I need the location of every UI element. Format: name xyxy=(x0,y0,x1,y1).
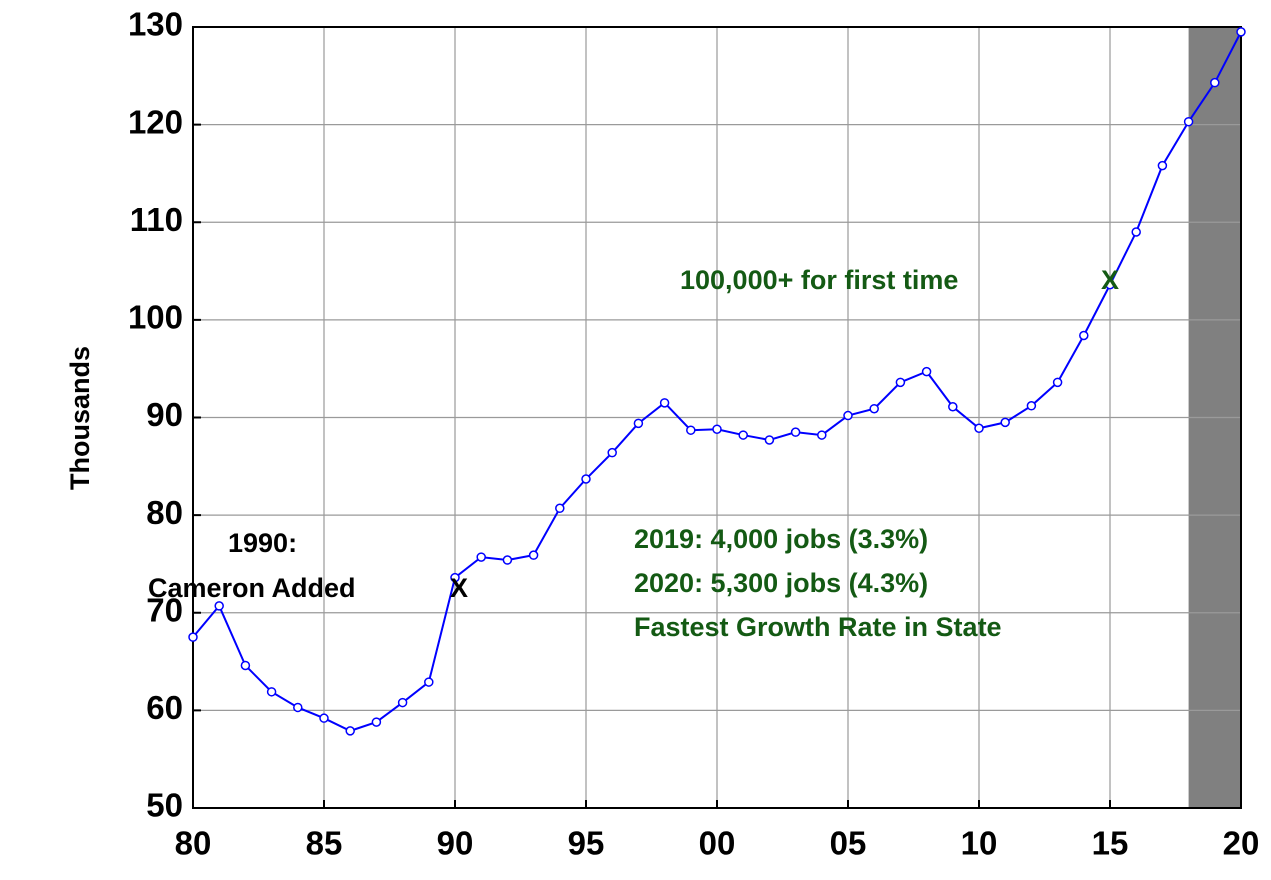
data-point xyxy=(712,424,722,434)
data-point xyxy=(1026,401,1037,411)
annotation: X xyxy=(450,573,468,603)
annotation: 2019: 4,000 jobs (3.3%) xyxy=(634,524,928,554)
annotation: Fastest Growth Rate in State xyxy=(634,612,1002,642)
data-point xyxy=(214,601,224,611)
data-point xyxy=(921,366,932,377)
data-point xyxy=(319,713,329,723)
y-tick-label: 90 xyxy=(146,396,183,433)
annotation: X xyxy=(1101,265,1119,295)
y-tick-label: 120 xyxy=(128,103,183,140)
data-point xyxy=(424,677,434,687)
x-tick-label: 05 xyxy=(830,825,867,862)
data-point xyxy=(869,403,879,414)
data-point xyxy=(371,717,382,727)
data-point xyxy=(1183,116,1194,127)
x-tick-label: 20 xyxy=(1223,825,1260,862)
x-tick-label: 00 xyxy=(699,825,736,862)
data-point xyxy=(502,555,513,565)
y-tick-label: 60 xyxy=(146,689,183,726)
data-point xyxy=(476,552,486,562)
data-point xyxy=(607,447,617,458)
data-point xyxy=(1000,417,1010,428)
x-tick-label: 80 xyxy=(175,825,212,862)
data-point xyxy=(266,687,277,697)
data-point xyxy=(450,572,460,583)
data-point xyxy=(1131,227,1141,237)
y-tick-label: 50 xyxy=(146,787,183,824)
y-tick-label: 70 xyxy=(146,591,183,628)
data-point xyxy=(895,377,906,388)
annotation: 100,000+ for first time xyxy=(680,265,958,295)
y-tick-label: 80 xyxy=(146,494,183,531)
data-point xyxy=(686,425,696,435)
data-point xyxy=(948,402,958,412)
x-tick-label: 10 xyxy=(961,825,998,862)
data-point xyxy=(659,398,670,408)
x-tick-label: 85 xyxy=(306,825,343,862)
y-tick-label: 100 xyxy=(128,299,183,336)
data-point xyxy=(817,430,827,440)
y-tick-label: 130 xyxy=(128,6,183,43)
x-tick-label: 90 xyxy=(437,825,474,862)
x-tick-label: 15 xyxy=(1092,825,1129,862)
data-point xyxy=(1052,377,1063,388)
annotation: Cameron Added xyxy=(148,573,356,603)
data-point xyxy=(240,660,251,671)
y-tick-label: 110 xyxy=(130,201,183,238)
data-point xyxy=(1157,160,1168,171)
data-point xyxy=(1079,330,1089,341)
data-point xyxy=(188,632,198,642)
data-point xyxy=(528,550,539,560)
data-point xyxy=(345,726,355,736)
data-point xyxy=(397,697,408,708)
plot-border xyxy=(192,26,1242,809)
data-point xyxy=(764,435,775,445)
y-axis-label: Thousands xyxy=(65,346,95,490)
data-point xyxy=(293,702,303,713)
annotation: 2020: 5,300 jobs (4.3%) xyxy=(634,568,928,598)
data-point xyxy=(1210,77,1220,88)
data-point xyxy=(790,427,801,437)
data-point xyxy=(555,503,565,514)
x-tick-label: 95 xyxy=(568,825,605,862)
data-point xyxy=(1236,27,1246,37)
data-point xyxy=(581,474,591,484)
data-point xyxy=(974,423,984,433)
annotation: 1990: xyxy=(228,528,297,558)
data-point xyxy=(843,410,853,421)
data-point xyxy=(633,418,644,429)
data-point xyxy=(738,430,748,440)
data-point xyxy=(1105,279,1115,290)
